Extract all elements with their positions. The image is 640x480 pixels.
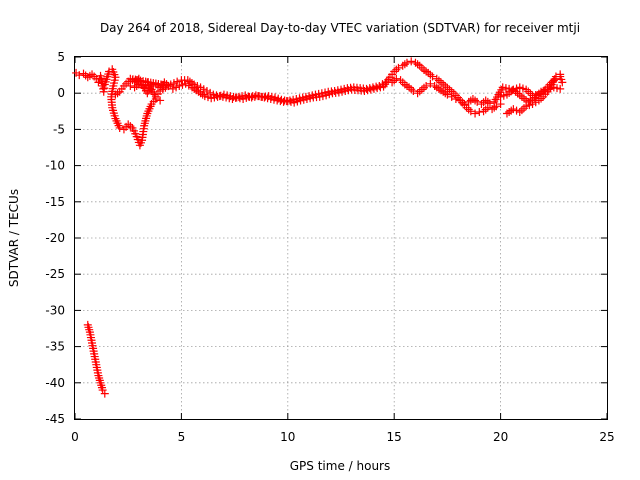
data-point [443,90,452,99]
y-tick-label: -30 [45,303,65,317]
y-tick-label: 0 [57,86,65,100]
data-point [426,79,435,88]
data-point [415,87,424,96]
y-tick-label: -45 [45,412,65,426]
y-tick-label: -10 [45,159,65,173]
plot-frame [74,56,608,420]
axis-ticks: 0 5 10 15 20 25 5 0 -5 -10 -15 -20 -25 -30 -35 -40 -45 [45,50,614,444]
data-point [396,76,405,85]
x-tick-label: 25 [599,430,614,444]
x-tick-label: 20 [493,430,508,444]
data-point [466,107,475,116]
data-point [122,79,131,88]
data-point [492,102,501,111]
data-point [451,94,460,103]
data-point [156,96,165,105]
data-point [479,107,488,116]
data-point [471,109,480,118]
data-point [419,83,428,92]
data-point [464,105,473,114]
data-point [113,89,122,98]
x-axis-label: GPS time / hours [290,459,391,473]
data-point [115,123,124,132]
y-tick-label: -5 [53,122,65,136]
data-point [558,78,567,87]
data-point [449,89,458,98]
data-point [392,65,401,74]
data-point [447,92,456,101]
data-point [556,84,565,93]
data-point [417,85,426,94]
data-point [437,78,446,87]
data-point [173,77,182,86]
y-tick-label: -20 [45,231,65,245]
y-tick-label: 5 [57,50,65,64]
y-tick-label: -15 [45,195,65,209]
data-point [413,89,422,98]
data-point [471,96,480,105]
data-point [79,69,88,78]
data-point [428,72,437,81]
data-series [72,57,567,398]
data-point [496,100,505,109]
y-tick-label: -25 [45,267,65,281]
data-point [549,76,558,85]
x-tick-label: 10 [280,430,295,444]
grid [75,57,607,419]
data-point [394,63,403,72]
data-point [460,100,469,109]
data-point [477,100,486,109]
data-point [551,72,560,81]
data-point [398,78,407,87]
x-tick-label: 5 [178,430,186,444]
data-point [526,89,535,98]
data-point [392,74,401,83]
x-tick-label: 15 [387,430,402,444]
x-tick-label: 0 [71,430,79,444]
y-tick-label: -40 [45,376,65,390]
data-point [556,70,565,79]
data-point [402,58,411,67]
data-point [132,76,141,85]
data-point [422,81,431,90]
data-point [475,108,484,117]
data-point [485,99,494,108]
data-point [445,85,454,94]
data-point [517,106,526,115]
data-point [407,57,416,66]
data-point [434,76,443,85]
data-point [417,63,426,72]
y-axis-label: SDTVAR / TECUs [7,189,21,287]
chart-title: Day 264 of 2018, Sidereal Day-to-day VTE… [100,21,580,35]
data-point [432,74,441,83]
y-tick-label: -35 [45,340,65,354]
data-point [100,389,109,398]
